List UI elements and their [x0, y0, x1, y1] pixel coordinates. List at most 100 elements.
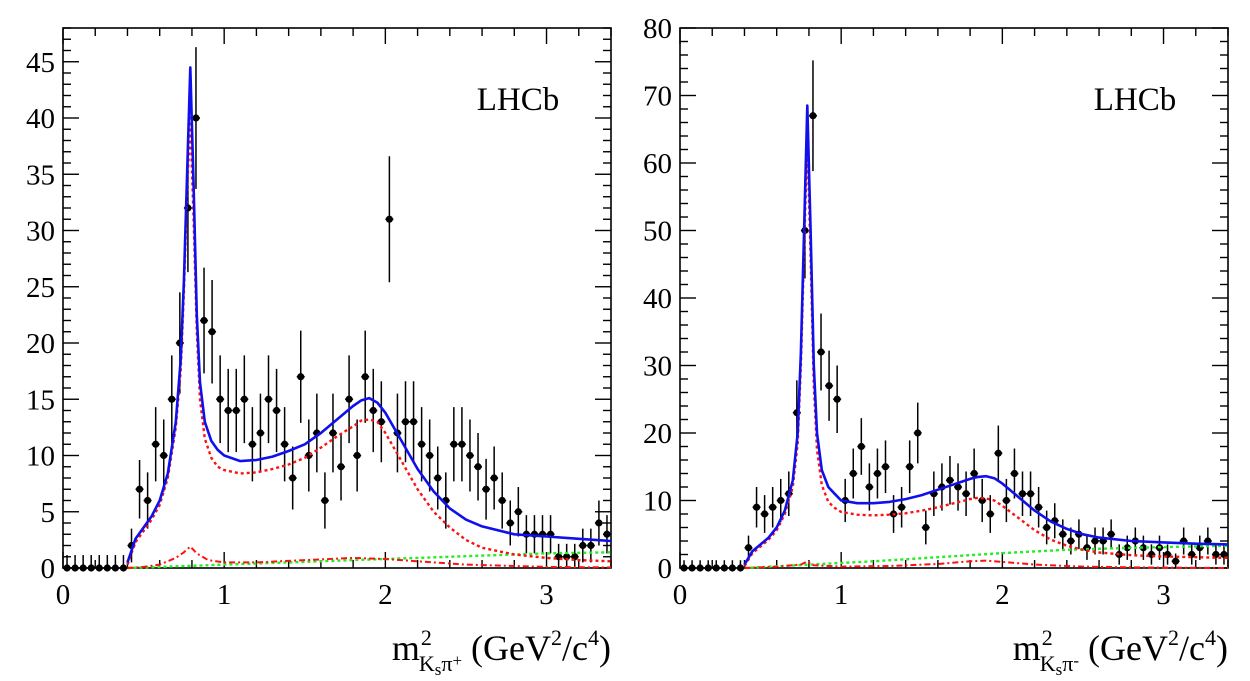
- data-point: [769, 503, 777, 511]
- x-axis-title-part: K: [1040, 651, 1056, 676]
- x-tick-label: 2: [378, 579, 393, 611]
- data-point: [514, 508, 522, 516]
- x-axis-title-part: m: [1013, 628, 1041, 668]
- x-axis-title-part: m: [392, 628, 420, 668]
- data-point: [192, 114, 200, 122]
- y-tick-label: 15: [26, 384, 55, 416]
- data-point: [482, 485, 490, 493]
- data-point: [777, 496, 785, 505]
- data-point: [1002, 496, 1010, 505]
- data-point: [474, 463, 482, 471]
- data-point: [761, 510, 769, 518]
- data-point: [353, 451, 361, 460]
- y-tick-label: 20: [26, 328, 55, 360]
- data-point: [337, 463, 345, 471]
- data-point: [401, 418, 410, 426]
- data-point: [345, 395, 353, 403]
- x-tick-label: 3: [1156, 579, 1171, 611]
- data-point: [216, 395, 224, 403]
- y-tick-label: 45: [26, 47, 55, 79]
- x-axis-title-part: 2: [1042, 625, 1053, 650]
- series-signal-component: [126, 116, 612, 566]
- data-point: [1172, 557, 1180, 565]
- data-point: [922, 523, 930, 532]
- data-point: [506, 519, 514, 527]
- experiment-label: LHCb: [1094, 82, 1177, 118]
- y-tick-label: 70: [643, 81, 672, 113]
- series-reflection-component: [127, 545, 612, 569]
- series-signal-component: [743, 134, 1229, 567]
- data-point: [736, 564, 745, 572]
- data-point: [240, 395, 248, 403]
- data-point: [865, 483, 873, 491]
- x-tick-label: 0: [673, 579, 688, 611]
- data-point: [873, 469, 882, 478]
- data-point: [361, 373, 369, 381]
- y-tick-label: 50: [643, 216, 672, 248]
- data-point: [281, 440, 289, 448]
- data-point: [752, 503, 761, 511]
- x-tick-label: 2: [995, 579, 1010, 611]
- data-point: [680, 564, 688, 572]
- data-point: [994, 449, 1002, 457]
- data-point: [385, 215, 393, 223]
- x-axis-title: m2 Ksπ+ (GeV2/c4): [392, 625, 611, 679]
- data-point: [954, 483, 962, 491]
- data-point: [87, 564, 95, 572]
- data-point: [426, 451, 434, 460]
- x-axis-title-part: 2: [421, 625, 432, 650]
- data-point: [1010, 469, 1019, 478]
- data-point: [1091, 537, 1099, 545]
- data-point: [720, 564, 728, 572]
- x-axis-title-part: π: [441, 651, 452, 676]
- x-axis-title-part: ): [599, 628, 611, 668]
- x-tick-label: 1: [834, 579, 849, 611]
- x-axis-title-part: K: [419, 651, 435, 676]
- data-point: [272, 406, 281, 415]
- data-point: [587, 541, 595, 550]
- data-point: [95, 564, 103, 572]
- data-point: [696, 564, 704, 572]
- data-point: [1059, 530, 1067, 538]
- experiment-label: LHCb: [477, 82, 560, 118]
- data-point: [289, 474, 297, 482]
- data-point: [418, 440, 426, 448]
- data-point: [63, 564, 71, 572]
- x-tick-label: 3: [539, 579, 554, 611]
- y-tick-label: 0: [658, 553, 673, 585]
- data-point: [71, 564, 79, 572]
- data-point: [248, 440, 256, 448]
- data-point: [579, 541, 587, 550]
- data-point: [224, 406, 232, 415]
- series-reflection-component: [744, 559, 1229, 569]
- data-point: [688, 564, 696, 572]
- y-tick-label: 10: [26, 441, 55, 473]
- data-point: [825, 382, 833, 390]
- data-point: [144, 496, 152, 505]
- y-tick-label: 40: [26, 103, 55, 135]
- data-point: [369, 406, 377, 415]
- data-point: [881, 463, 890, 471]
- data-point: [712, 564, 720, 572]
- x-axis-title-part: s: [1056, 660, 1063, 679]
- data-point: [434, 474, 442, 482]
- data-point: [744, 544, 753, 552]
- data-point: [1018, 490, 1027, 498]
- x-axis-title-part: (GeV: [1079, 628, 1168, 668]
- y-tick-label: 25: [26, 272, 55, 304]
- series-total-fit: [126, 66, 612, 563]
- x-axis-title-part: 4: [588, 625, 599, 650]
- y-tick-label: 0: [41, 553, 56, 585]
- data-point: [119, 564, 128, 572]
- data-point: [377, 418, 385, 426]
- y-tick-label: 30: [26, 216, 55, 248]
- data-point: [833, 395, 841, 403]
- y-tick-label: 10: [643, 486, 672, 518]
- x-axis-title-part: ): [1216, 628, 1228, 668]
- data-point: [329, 429, 337, 437]
- x-axis-title: m2 Ksπ- (GeV2/c4): [1013, 625, 1228, 679]
- data-point: [103, 564, 111, 572]
- x-axis-title-part: +: [452, 651, 462, 670]
